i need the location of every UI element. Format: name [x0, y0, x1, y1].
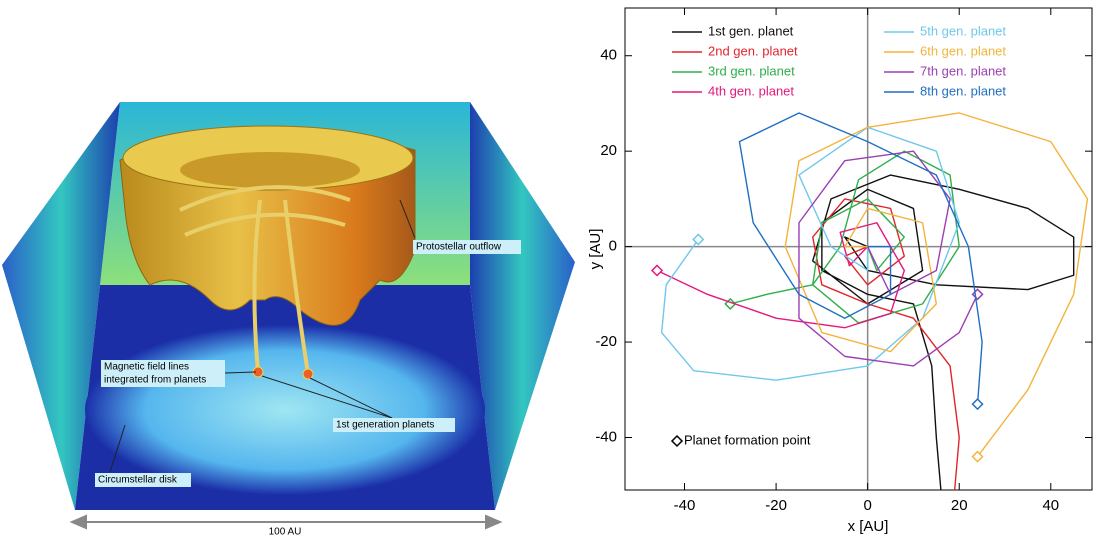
- y-axis-label: y [AU]: [587, 229, 604, 270]
- legend-label: 5th gen. planet: [920, 23, 1006, 38]
- legend-label: 2nd gen. planet: [708, 43, 798, 58]
- y-tick-label: -40: [595, 428, 617, 445]
- label: 1st generation planets: [336, 420, 434, 431]
- x-tick-label: 0: [863, 497, 871, 514]
- legend-label: 6th gen. planet: [920, 43, 1006, 58]
- x-tick-label: -20: [765, 497, 787, 514]
- x-tick-label: -40: [674, 497, 696, 514]
- label: Circumstellar disk: [98, 475, 178, 486]
- formation-marker: [652, 265, 662, 275]
- x-tick-label: 40: [1042, 497, 1059, 514]
- legend-label: 3rd gen. planet: [708, 63, 795, 78]
- scale-label: 100 AU: [269, 527, 302, 538]
- orbit-chart: x [AU] y [AU] -40 -20 0 20 40 -40 -20 0 20 40 1st …: [587, 8, 1092, 535]
- label: Protostellar outflow: [416, 242, 502, 253]
- x-tick-label: 20: [951, 497, 968, 514]
- formation-marker: [693, 234, 703, 244]
- outflow-cavity: [180, 152, 360, 188]
- illustration: Protostellar outflow Magnetic field line…: [2, 102, 575, 538]
- label: integrated from planets: [104, 375, 206, 386]
- plot-frame: [625, 8, 1092, 490]
- legend-label: 8th gen. planet: [920, 83, 1006, 98]
- disk: [85, 325, 485, 495]
- y-tick-label: 0: [609, 238, 617, 255]
- y-tick-label: 20: [600, 142, 617, 159]
- figure: Protostellar outflow Magnetic field line…: [0, 0, 1095, 539]
- planet: [303, 369, 313, 379]
- y-tick-label: 40: [600, 47, 617, 64]
- legend-label: 1st gen. planet: [708, 23, 794, 38]
- orbit-line: [813, 175, 1074, 490]
- legend-label: 7th gen. planet: [920, 63, 1006, 78]
- orbit-line: [662, 127, 960, 380]
- legend-label: 4th gen. planet: [708, 83, 794, 98]
- x-axis-label: x [AU]: [848, 518, 889, 535]
- label: Magnetic field lines: [104, 362, 189, 373]
- marker-label: Planet formation point: [684, 432, 811, 447]
- marker-key: [672, 436, 682, 446]
- y-tick-label: -20: [595, 333, 617, 350]
- formation-marker: [973, 399, 983, 409]
